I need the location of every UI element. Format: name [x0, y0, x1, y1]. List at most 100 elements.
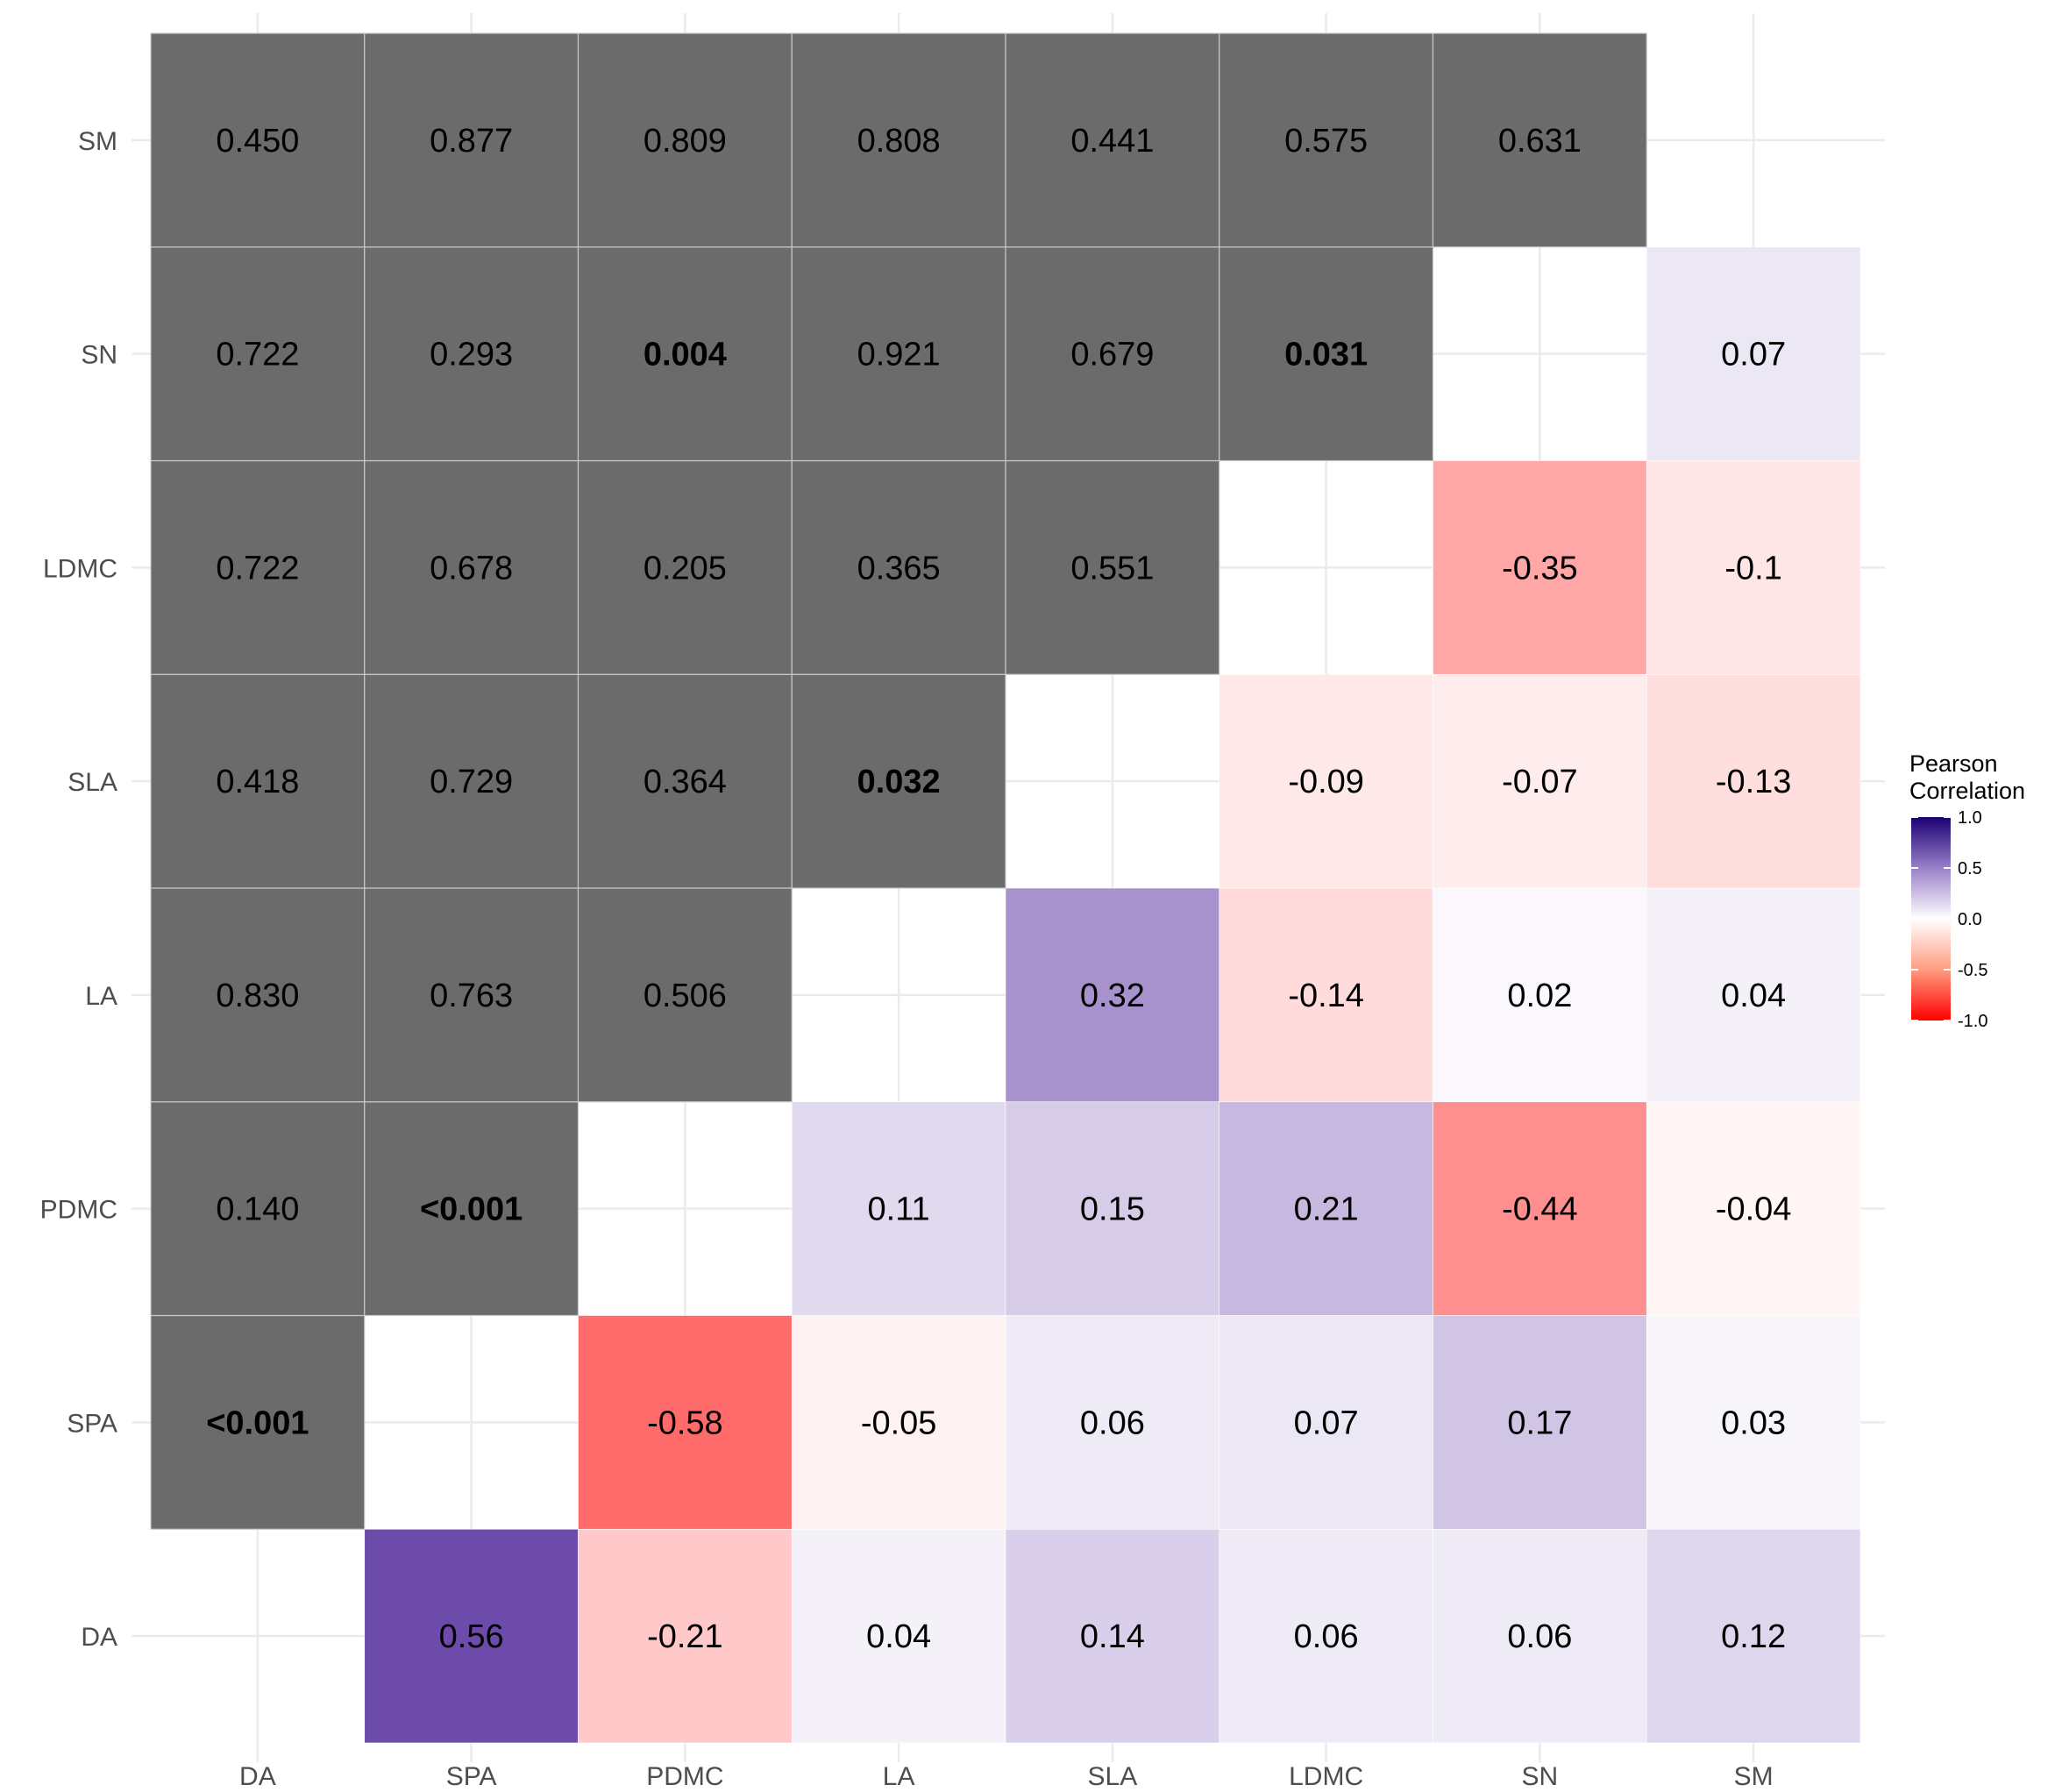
pvalue-cell [1432, 32, 1647, 248]
pvalue-cell [577, 887, 793, 1103]
legend-tick-label: 0.5 [1958, 859, 1982, 878]
correlation-cell [1005, 1101, 1220, 1316]
x-tick-label: SPA [446, 1762, 497, 1791]
correlation-cell [1219, 887, 1433, 1103]
pvalue-label: 0.722 [216, 337, 299, 373]
correlation-label: 0.04 [866, 1618, 931, 1655]
pvalue-cell [364, 673, 579, 889]
pvalue-label: 0.830 [216, 978, 299, 1014]
correlation-cell [1646, 460, 1861, 675]
y-tick-label: SPA [67, 1409, 117, 1438]
pvalue-label: 0.575 [1284, 123, 1368, 160]
y-tick-label: PDMC [40, 1196, 117, 1225]
correlation-cell [1646, 1101, 1861, 1316]
x-tick-label: SLA [1088, 1762, 1138, 1791]
correlation-cell [364, 1528, 579, 1744]
correlation-cell [1646, 1528, 1861, 1744]
correlation-label: 0.02 [1507, 978, 1572, 1014]
correlation-label: 0.56 [439, 1618, 504, 1655]
pvalue-cell [577, 459, 793, 675]
y-tick-label: SN [81, 341, 117, 370]
pvalue-label: <0.001 [206, 1404, 309, 1441]
pvalue-label: 0.031 [1284, 337, 1368, 373]
correlation-cell [1433, 1315, 1647, 1530]
pvalue-cell [1005, 32, 1220, 248]
pvalue-label: 0.921 [857, 337, 941, 373]
x-tick-label: SM [1734, 1762, 1774, 1791]
correlation-cell [1219, 1528, 1433, 1744]
correlation-cell [791, 1101, 1006, 1316]
pvalue-cell [791, 673, 1006, 889]
correlation-label: 0.06 [1294, 1618, 1359, 1655]
correlation-cell [1646, 1315, 1861, 1530]
pvalue-cell [1005, 459, 1220, 675]
correlation-cell [791, 1315, 1006, 1530]
correlation-label: 0.03 [1721, 1404, 1786, 1441]
correlation-label: -0.58 [647, 1404, 723, 1441]
correlation-label: -0.21 [647, 1618, 723, 1655]
legend-title-line-1: Pearson [1909, 750, 1998, 777]
correlation-cell [578, 1315, 793, 1530]
correlation-cell [1646, 673, 1861, 889]
pvalue-label: 0.450 [216, 123, 299, 160]
correlation-label: 0.11 [868, 1191, 930, 1228]
pvalue-cell [150, 673, 366, 889]
pvalue-label: 0.763 [430, 978, 513, 1014]
x-tick-label: LDMC [1289, 1762, 1363, 1791]
pvalue-cell [1219, 246, 1434, 462]
pvalue-cell [791, 246, 1006, 462]
correlation-cell [1005, 1315, 1220, 1530]
pvalue-cell [150, 887, 366, 1103]
correlation-cell [1219, 1315, 1433, 1530]
correlation-cell [1433, 887, 1647, 1103]
correlation-label: -0.35 [1502, 550, 1578, 587]
correlation-label: 0.07 [1294, 1404, 1359, 1441]
legend-tick-label: 1.0 [1958, 808, 1982, 828]
correlation-cell [791, 1528, 1006, 1744]
correlation-cell [578, 1528, 793, 1744]
x-tick-label: LA [883, 1762, 915, 1791]
correlation-label: -0.1 [1724, 550, 1781, 587]
pvalue-cell [150, 32, 366, 248]
pvalue-label: 0.032 [857, 764, 941, 800]
correlation-label: 0.04 [1721, 978, 1786, 1014]
correlation-label: -0.13 [1716, 764, 1792, 800]
pvalue-cell [364, 32, 579, 248]
pvalue-cell [150, 459, 366, 675]
y-tick-label: SM [78, 127, 117, 156]
pvalue-label: 0.004 [643, 337, 727, 373]
pvalue-cell [364, 1101, 579, 1317]
legend-tick-label: 0.0 [1958, 910, 1982, 929]
pvalue-label: 0.679 [1070, 337, 1154, 373]
correlation-label: 0.07 [1721, 337, 1786, 373]
legend-tick-label: -0.5 [1958, 961, 1987, 980]
pvalue-label: 0.441 [1070, 123, 1154, 160]
pvalue-cell [1219, 32, 1434, 248]
x-tick-label: SN [1522, 1762, 1559, 1791]
pvalue-cell [150, 1314, 366, 1530]
pvalue-label: 0.506 [643, 978, 727, 1014]
pvalue-cell [577, 32, 793, 248]
x-tick-label: PDMC [646, 1762, 723, 1791]
x-axis: DA SPA PDMC LA SLA LDMC SN SM [239, 1762, 1774, 1791]
pvalue-label: <0.001 [420, 1191, 523, 1228]
correlation-label: -0.05 [861, 1404, 937, 1441]
y-tick-label: LA [85, 982, 117, 1011]
pvalue-label: 0.364 [643, 764, 727, 800]
pvalue-cell [1005, 246, 1220, 462]
y-tick-label: SLA [68, 768, 117, 797]
correlation-label: 0.14 [1080, 1618, 1145, 1655]
correlation-label: 0.32 [1080, 978, 1145, 1014]
cell-labels: 0.56 -0.21 0.04 0.14 0.06 0.06 0.12 -0.58 -0.05 0… [206, 123, 1791, 1655]
pvalue-cell [791, 32, 1006, 248]
pvalue-cell [364, 459, 579, 675]
correlation-label: 0.06 [1080, 1404, 1145, 1441]
x-tick-label: DA [239, 1762, 276, 1791]
pvalue-label: 0.418 [216, 764, 299, 800]
correlation-label: -0.14 [1288, 978, 1364, 1014]
correlation-cell [1219, 673, 1433, 889]
pvalue-label: 0.877 [430, 123, 513, 160]
pvalue-label: 0.808 [857, 123, 941, 160]
correlation-label: 0.15 [1080, 1191, 1145, 1228]
